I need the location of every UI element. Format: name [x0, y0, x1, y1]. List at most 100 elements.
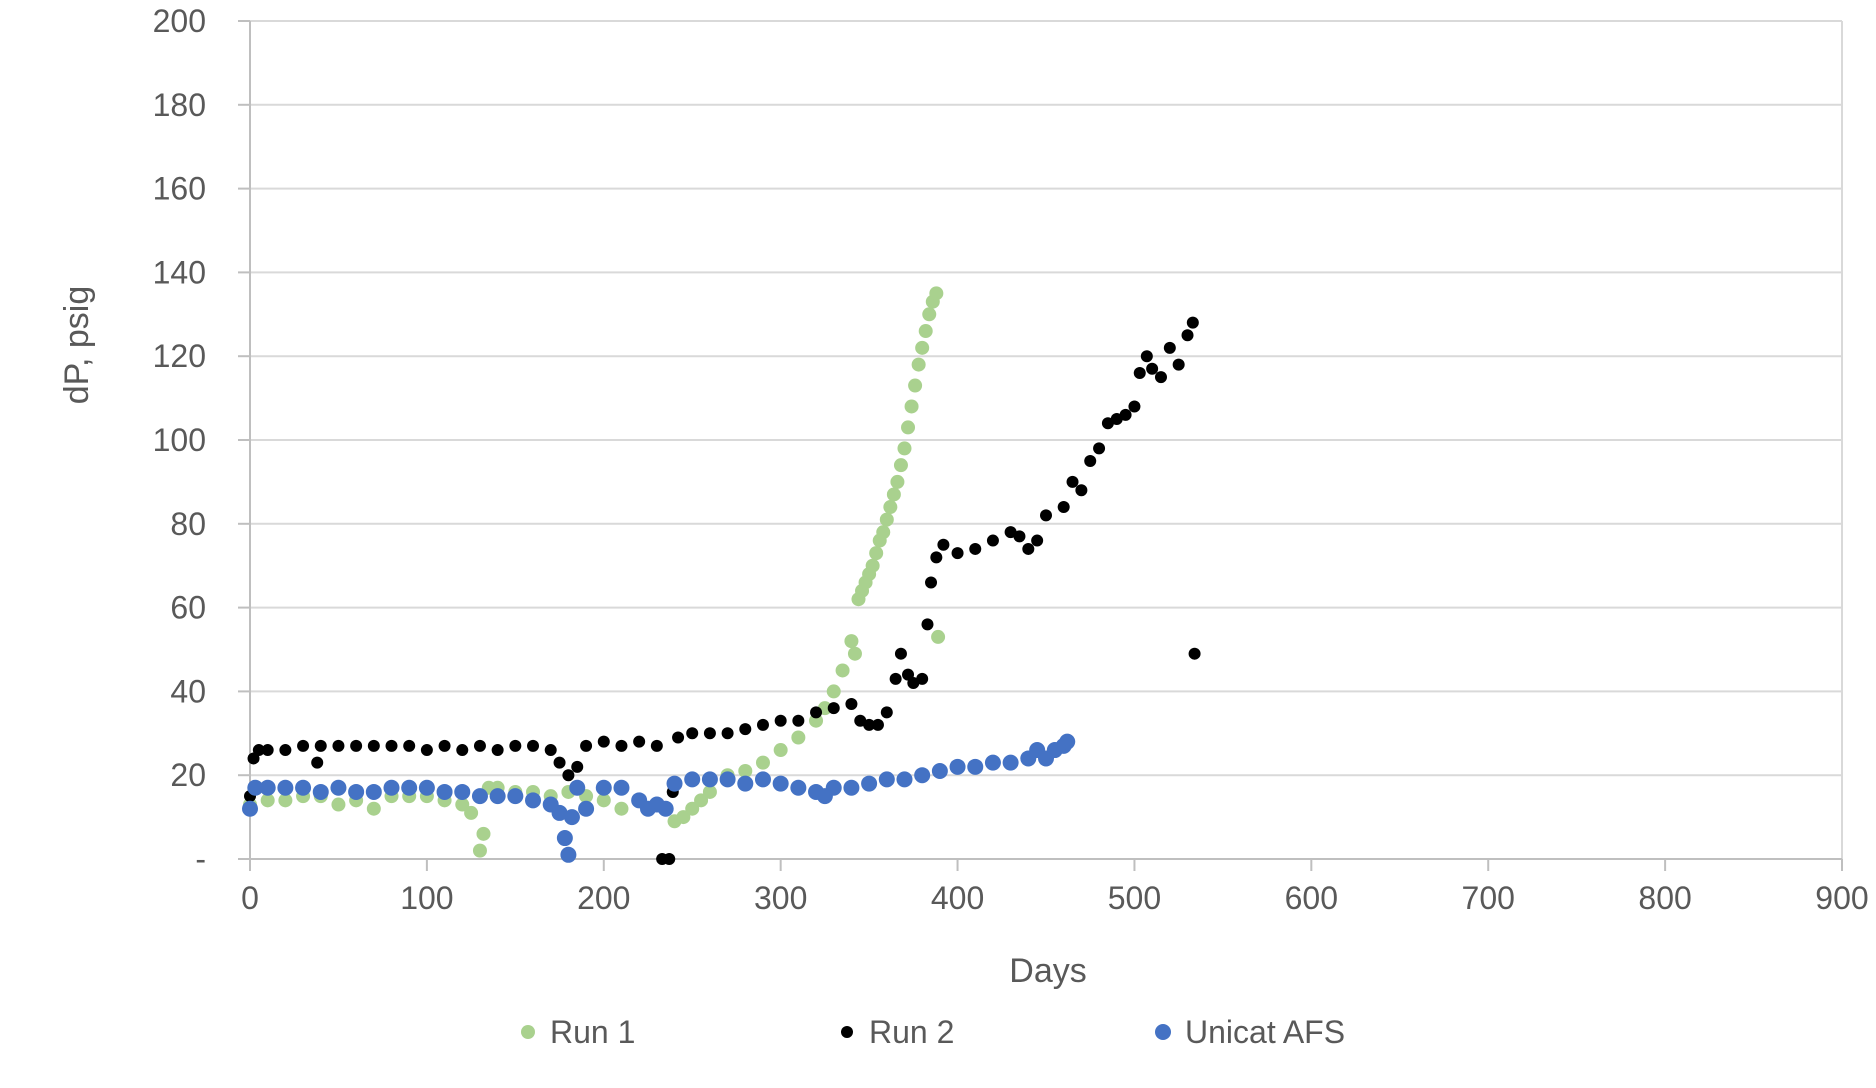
y-tick-label: 20	[170, 757, 206, 793]
data-point	[676, 810, 691, 825]
data-point	[507, 788, 524, 805]
data-point	[527, 739, 540, 752]
data-point	[553, 756, 566, 769]
data-point	[772, 775, 789, 792]
data-point	[901, 420, 916, 435]
data-point	[1140, 350, 1153, 363]
x-axis-title: Days	[1009, 952, 1086, 990]
data-point	[847, 646, 862, 661]
data-point	[331, 797, 346, 812]
data-point	[949, 758, 966, 775]
data-point	[737, 775, 754, 792]
data-point	[937, 538, 950, 551]
data-point	[330, 779, 347, 796]
data-point	[825, 779, 842, 796]
data-point	[969, 542, 982, 555]
y-tick-label: 40	[170, 673, 206, 709]
data-point	[756, 718, 769, 731]
data-point	[615, 739, 628, 752]
data-point	[701, 771, 718, 788]
data-point	[869, 546, 884, 561]
y-tick-label: 140	[153, 254, 206, 290]
data-point	[703, 727, 716, 740]
data-point	[569, 779, 586, 796]
data-point	[471, 788, 488, 805]
data-point	[774, 714, 787, 727]
data-point	[886, 487, 901, 502]
data-point	[365, 783, 382, 800]
data-point	[348, 783, 365, 800]
data-point	[810, 706, 823, 719]
data-point	[904, 399, 919, 414]
data-point	[657, 800, 674, 817]
data-point	[525, 792, 542, 809]
data-point	[420, 744, 433, 757]
data-point	[279, 744, 292, 757]
x-tick-label: 700	[1462, 880, 1515, 916]
data-point	[754, 771, 771, 788]
data-point	[1013, 530, 1026, 543]
data-point	[967, 758, 984, 775]
data-point	[986, 534, 999, 547]
data-point	[551, 804, 568, 821]
data-point	[863, 718, 876, 731]
series-1	[244, 316, 1201, 865]
data-point	[247, 779, 264, 796]
data-points	[242, 286, 1201, 865]
data-point	[571, 760, 584, 773]
data-point	[878, 771, 895, 788]
data-point	[929, 286, 944, 301]
data-point	[809, 713, 824, 728]
data-point	[790, 779, 807, 796]
data-point	[1172, 358, 1185, 371]
data-point	[314, 739, 327, 752]
data-point	[1075, 484, 1088, 497]
data-point	[931, 629, 946, 644]
legend-marker	[521, 1025, 535, 1039]
data-point	[556, 830, 573, 847]
data-point	[580, 739, 593, 752]
data-point	[871, 718, 884, 731]
x-tick-label: 0	[241, 880, 259, 916]
y-tick-label: 180	[153, 87, 206, 123]
y-tick-label: -	[195, 841, 206, 877]
data-point	[694, 793, 709, 808]
data-point	[921, 618, 934, 631]
data-point	[889, 672, 902, 685]
data-point	[880, 706, 893, 719]
data-point	[260, 793, 275, 808]
data-point	[686, 727, 699, 740]
data-point	[883, 500, 898, 515]
axes: - 20 40 60 80 100 120 140 160 180 200 0 100 200 300 400…	[153, 3, 1869, 916]
data-point	[1188, 647, 1201, 660]
y-tick-label: 200	[153, 3, 206, 39]
data-point	[861, 775, 878, 792]
data-point	[918, 324, 933, 339]
data-point	[383, 779, 400, 796]
data-point	[721, 727, 734, 740]
data-point	[897, 441, 912, 456]
data-point	[984, 754, 1001, 771]
data-point	[544, 744, 557, 757]
data-point	[455, 797, 470, 812]
data-point	[914, 767, 931, 784]
data-point	[865, 558, 880, 573]
data-point	[295, 779, 312, 796]
data-point	[922, 307, 937, 322]
data-point	[403, 739, 416, 752]
data-point	[489, 788, 506, 805]
data-point	[578, 800, 595, 817]
data-point	[242, 800, 258, 817]
data-point	[456, 744, 469, 757]
data-point	[1154, 371, 1167, 384]
data-point	[1119, 408, 1132, 421]
data-point	[563, 809, 580, 826]
series-2	[242, 733, 1076, 863]
data-point	[915, 340, 930, 355]
x-tick-label: 400	[931, 880, 984, 916]
data-point	[1022, 542, 1035, 555]
data-point	[876, 525, 891, 540]
data-point	[916, 672, 929, 685]
